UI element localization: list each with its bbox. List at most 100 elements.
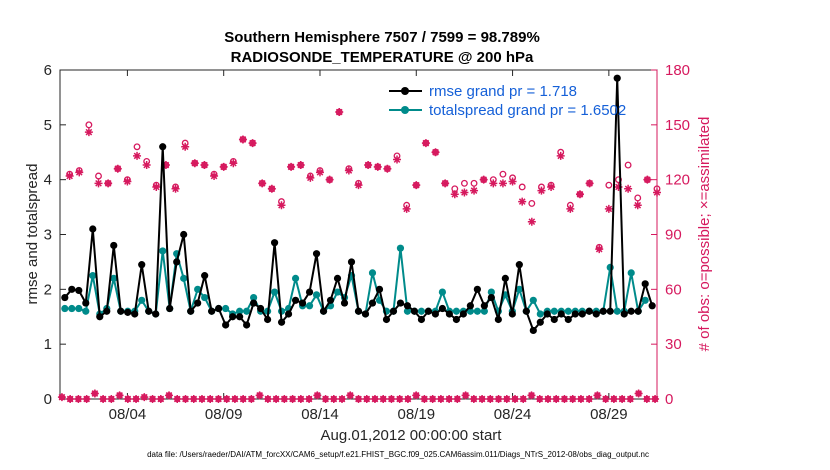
obs-assimilated-point — [393, 155, 402, 164]
rmse-point — [173, 258, 181, 266]
totalspread-point — [61, 304, 69, 313]
rmse-point — [599, 307, 607, 315]
obs-assimilated-point — [190, 159, 199, 168]
obs-bottom-assimilated-point — [206, 395, 215, 403]
obs-bottom-assimilated-point — [82, 395, 91, 403]
obs-bottom-assimilated-point — [511, 395, 520, 403]
rmse-point — [494, 315, 502, 324]
y-axis-right: 0 30 60 90 120 150 180 — [651, 62, 690, 408]
obs-bottom-assimilated-point — [651, 395, 660, 403]
rmse-point — [75, 286, 83, 295]
obs-bottom-assimilated-point — [354, 395, 363, 403]
obs-assimilated-point — [133, 151, 142, 160]
rmse-point — [417, 315, 426, 324]
obs-assimilated-point — [354, 181, 363, 190]
obs-assimilated-point — [653, 188, 661, 197]
obs-assimilated-point — [460, 188, 469, 197]
obs-bottom-assimilated-point — [263, 395, 272, 403]
totalspread-point — [417, 307, 426, 315]
rmse-point — [291, 296, 300, 304]
rmse-point — [326, 296, 335, 304]
rmse-point — [445, 310, 454, 318]
obs-bottom-assimilated-point — [74, 395, 83, 403]
obs-bottom-assimilated-point — [305, 395, 314, 403]
obs-possible-point — [528, 199, 536, 207]
rmse-point — [138, 261, 146, 269]
obs-assimilated-point — [489, 179, 498, 188]
obs-bottom-assimilated-point — [642, 395, 651, 403]
obs-bottom-assimilated-point — [107, 395, 116, 403]
obs-bottom-assimilated-point — [634, 389, 643, 398]
obs-assimilated-point — [315, 168, 324, 177]
series-layer — [61, 74, 656, 335]
rmse-point — [473, 285, 481, 293]
rmse-point — [613, 74, 621, 82]
obs-bottom-assimilated-point — [519, 395, 528, 403]
obs-bottom-assimilated-point — [57, 393, 66, 402]
y-left-tick-label: 5 — [44, 117, 52, 134]
obs-assimilated-point — [123, 177, 132, 186]
y-left-tick-label: 1 — [44, 336, 52, 353]
obs-assimilated-point — [518, 197, 527, 206]
obs-bottom-assimilated-point — [66, 395, 75, 403]
obs-assimilated-point — [373, 162, 382, 171]
y-left-tick-label: 3 — [44, 227, 52, 244]
obs-assimilated-point — [421, 139, 430, 148]
obs-bottom-assimilated-point — [618, 395, 627, 403]
totalspread-point — [250, 293, 258, 302]
obs-assimilated-point — [152, 182, 161, 191]
rmse-point — [194, 299, 202, 307]
totalspread-point — [480, 307, 488, 315]
rmse-point — [312, 250, 321, 258]
legend-spread-label: totalspread grand pr = 1.6502 — [429, 102, 626, 119]
rmse-point — [550, 315, 558, 324]
obs-assimilated-point — [335, 108, 344, 117]
legend: rmse grand pr = 1.718 totalspread grand … — [389, 83, 626, 119]
obs-bottom-assimilated-point — [585, 395, 594, 403]
obs-assimilated-point — [604, 204, 613, 213]
rmse-point — [585, 307, 593, 315]
x-tick-label: 08/29 — [590, 406, 628, 423]
obs-bottom-assimilated-point — [148, 395, 157, 403]
obs-bottom-assimilated-point — [568, 395, 577, 403]
totalspread-point — [243, 307, 251, 315]
rmse-point — [487, 293, 495, 302]
totalspread-point — [515, 285, 523, 293]
obs-bottom-assimilated-point — [552, 395, 561, 403]
obs-assimilated-point — [306, 173, 315, 182]
obs-bottom-assimilated-point — [601, 395, 610, 403]
y-left-tick-label: 0 — [44, 391, 52, 408]
totalspread-point — [138, 296, 146, 304]
obs-bottom-assimilated-point — [123, 395, 132, 403]
rmse-point — [578, 310, 586, 318]
obs-assimilated-point — [431, 148, 440, 157]
rmse-point — [564, 315, 572, 324]
obs-bottom-assimilated-point — [90, 389, 99, 398]
obs-possible-point — [85, 121, 93, 129]
legend-rmse-label: rmse grand pr = 1.718 — [429, 83, 577, 100]
rmse-point — [382, 315, 391, 324]
obs-bottom-assimilated-point — [247, 395, 256, 403]
obs-assimilated-point — [267, 184, 276, 193]
rmse-point — [480, 302, 488, 310]
totalspread-point — [194, 285, 202, 293]
rmse-point — [180, 230, 188, 239]
obs-bottom-assimilated-point — [527, 391, 536, 400]
y-right-tick-label: 150 — [665, 117, 690, 134]
obs-bottom-assimilated-point — [412, 391, 421, 400]
totalspread-point — [438, 288, 447, 296]
obs-bottom-assimilated-point — [132, 395, 141, 403]
rmse-point — [459, 310, 467, 318]
y-right-tick-label: 180 — [665, 62, 690, 79]
y-axis-left: 0 1 2 3 4 5 6 — [44, 62, 66, 408]
obs-bottom-assimilated-point — [181, 395, 190, 403]
obs-bottom-assimilated-point — [197, 395, 206, 403]
x-tick-label: 08/19 — [398, 406, 436, 423]
totalspread-point — [368, 269, 377, 277]
obs-bottom-assimilated-point — [329, 395, 338, 403]
obs-bottom-assimilated-point — [99, 395, 108, 403]
obs-bottom-assimilated-point — [395, 395, 404, 403]
rmse-point — [347, 258, 356, 266]
obs-bottom-assimilated-point — [576, 395, 585, 403]
y-right-tick-label: 120 — [665, 172, 690, 189]
